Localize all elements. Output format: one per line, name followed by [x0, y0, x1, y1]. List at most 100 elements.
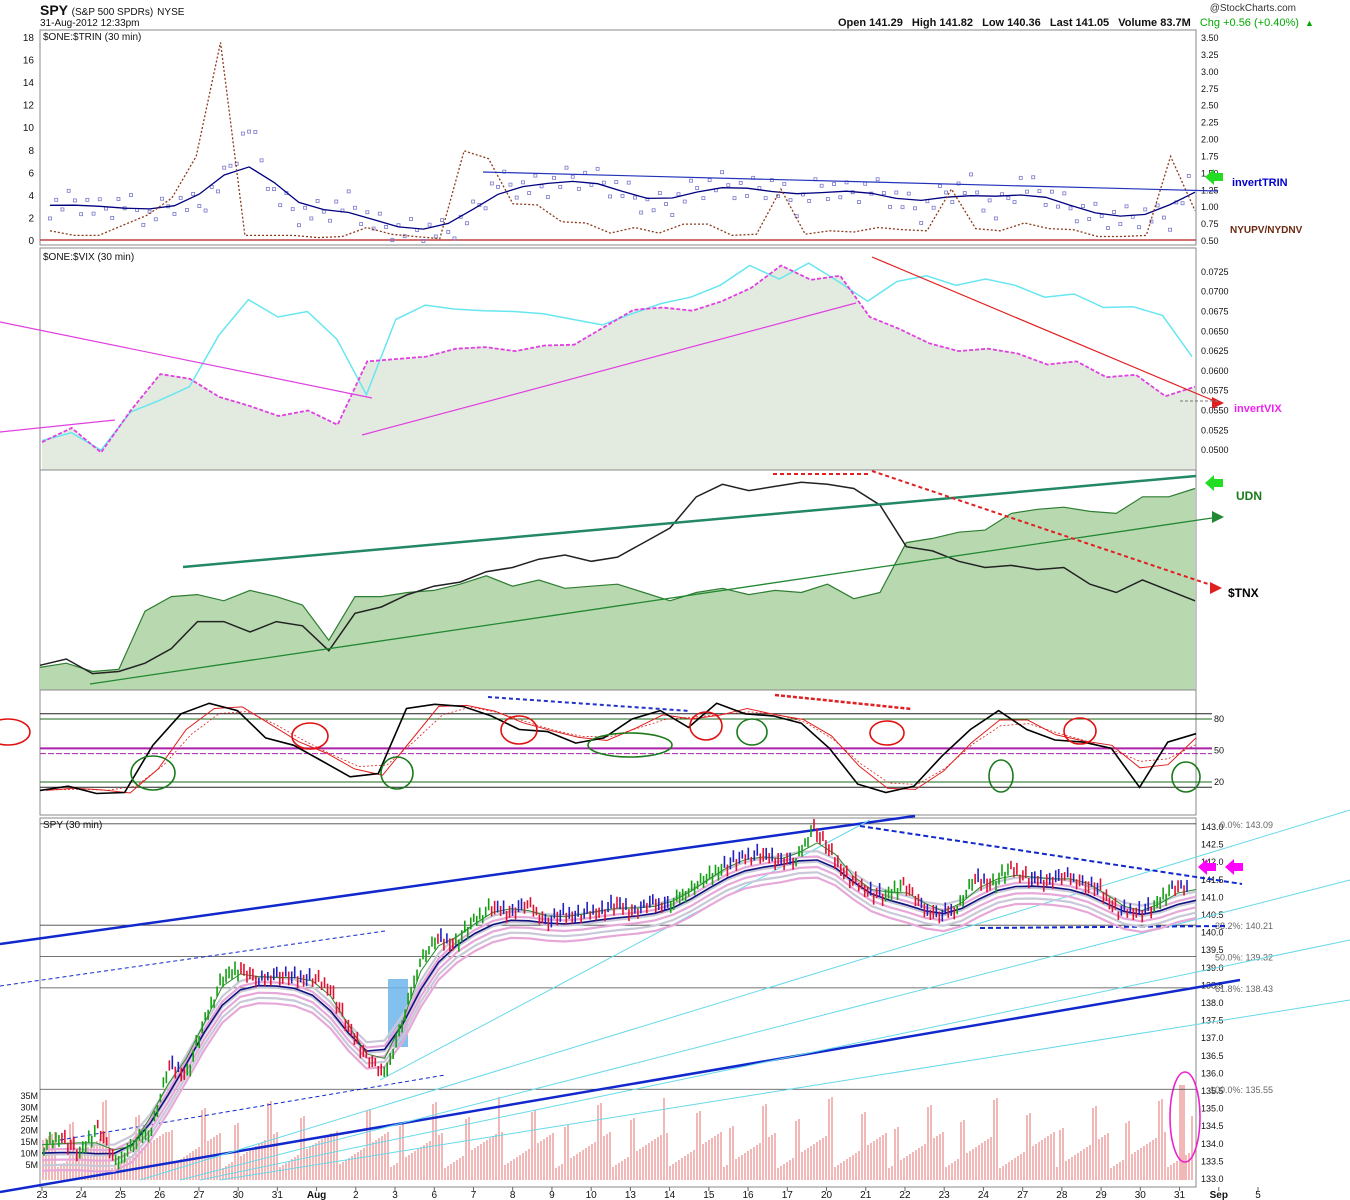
volume-bar [375, 1140, 377, 1180]
volume-bar [576, 1154, 578, 1180]
volume-bar [765, 1104, 767, 1180]
volume-bar [441, 1133, 443, 1180]
trin-dot [763, 196, 768, 201]
volume-bar [165, 1132, 167, 1180]
volume-bar [651, 1141, 653, 1180]
volume-tick: 15M [20, 1137, 38, 1147]
trin-dot [564, 165, 569, 170]
volume-bar [198, 1147, 200, 1180]
spy-right-tick: 139.5 [1201, 945, 1224, 955]
stoch-label-50: 50 [1214, 746, 1224, 756]
udn-label: UDN [1236, 489, 1262, 503]
fib-level-label: 0.0%: 143.09 [1220, 820, 1273, 830]
volume-bar [1065, 1161, 1067, 1180]
volume-bar [126, 1158, 128, 1180]
quote-bar: Open 141.29 High 141.82 Low 140.36 Last … [838, 17, 1320, 29]
volume-bar [582, 1150, 584, 1180]
trin-dot [906, 191, 911, 196]
trin-dot [153, 217, 158, 222]
volume-bar [1038, 1142, 1040, 1180]
volume-bar [843, 1161, 845, 1180]
stoch-red-circle [500, 715, 538, 745]
trin-right-tick: 0.75 [1201, 219, 1219, 229]
vix-right-tick: 0.0700 [1201, 287, 1229, 297]
trin-dot [975, 190, 980, 195]
trin-dot [639, 210, 644, 215]
stoch-green-circle [1171, 761, 1201, 793]
udn-upper-trendline [182, 474, 1197, 569]
vix-right-tick: 0.0500 [1201, 445, 1229, 455]
spy-ma-ribbon [41, 850, 1197, 1147]
volume-bar [1011, 1160, 1013, 1180]
volume-bar [552, 1133, 554, 1180]
volume-bar [822, 1138, 824, 1180]
trin-dot [1031, 175, 1036, 180]
trin-dot [328, 218, 332, 223]
trin-dot [1118, 222, 1123, 226]
stoch-red-circle [291, 722, 329, 750]
vix-right-tick: 0.0550 [1201, 406, 1229, 416]
invert-trin-line [49, 166, 1196, 230]
volume-bar [618, 1163, 620, 1180]
spy-ma-ribbon [41, 876, 1197, 1173]
vix-right-tick: 0.0600 [1201, 366, 1229, 376]
volume-bar [687, 1154, 689, 1180]
volume-bar [600, 1103, 602, 1180]
volume-bar [1080, 1151, 1082, 1180]
volume-bar [483, 1142, 485, 1180]
volume-bar [669, 1166, 671, 1180]
volume-bar [612, 1167, 614, 1180]
trin-dot [197, 204, 202, 208]
volume-bar [507, 1163, 509, 1180]
volume-bar [696, 1113, 698, 1180]
volume-bar [666, 1133, 668, 1180]
volume-bar [267, 1103, 269, 1180]
volume-bar [1008, 1162, 1010, 1180]
volume-bar [516, 1157, 518, 1180]
trin-dot [1124, 204, 1129, 209]
x-axis: 23 24 25 26 27 30 31 Aug 2 3 6 7 8 9 10 13 14 15 16 17 20 21 2… [36, 1187, 1261, 1200]
volume-bar [789, 1160, 791, 1180]
volume-bar [147, 1144, 149, 1180]
trin-dot [950, 200, 955, 204]
volume-bar [960, 1122, 962, 1180]
volume-bar [1116, 1164, 1118, 1180]
volume-bar [759, 1143, 761, 1180]
trin-dot [365, 210, 370, 215]
volume-bar [870, 1143, 872, 1180]
spy-right-tick: 133.0 [1201, 1174, 1224, 1184]
trin-dot [608, 194, 612, 199]
stoch-green-circle [988, 759, 1014, 793]
x-axis-label: 31 [1174, 1190, 1186, 1200]
quote-high: High 141.82 [911, 17, 974, 29]
trin-dot [234, 161, 239, 166]
trin-dot [664, 202, 668, 206]
volume-bar [954, 1161, 956, 1180]
volume-bar [540, 1141, 542, 1180]
volume-bar [402, 1124, 404, 1180]
trin-dot [670, 213, 675, 217]
x-axis-label: 13 [625, 1190, 637, 1200]
spy-resistance-dash [859, 825, 1243, 885]
volume-bar [888, 1168, 890, 1180]
volume-bar [1053, 1132, 1055, 1180]
spy-right-tick: 143.0 [1201, 822, 1224, 832]
volume-bar [606, 1134, 608, 1180]
volume-bar [723, 1167, 725, 1180]
volume-bar [87, 1147, 89, 1180]
volume-bar [264, 1140, 266, 1180]
volume-bar [561, 1164, 563, 1180]
volume-bar [174, 1163, 176, 1180]
volume-bar [186, 1155, 188, 1180]
trin-dot [707, 178, 712, 183]
volume-bar [837, 1165, 839, 1180]
trin-dot [969, 172, 973, 177]
volume-bar [1170, 1165, 1172, 1180]
volume-bar [423, 1145, 425, 1180]
x-axis-label: 3 [392, 1190, 398, 1200]
volume-bar [75, 1155, 77, 1180]
trin-dot [359, 222, 364, 226]
volume-bar [792, 1158, 794, 1180]
trin-dot [657, 191, 662, 195]
volume-bar [909, 1154, 911, 1180]
